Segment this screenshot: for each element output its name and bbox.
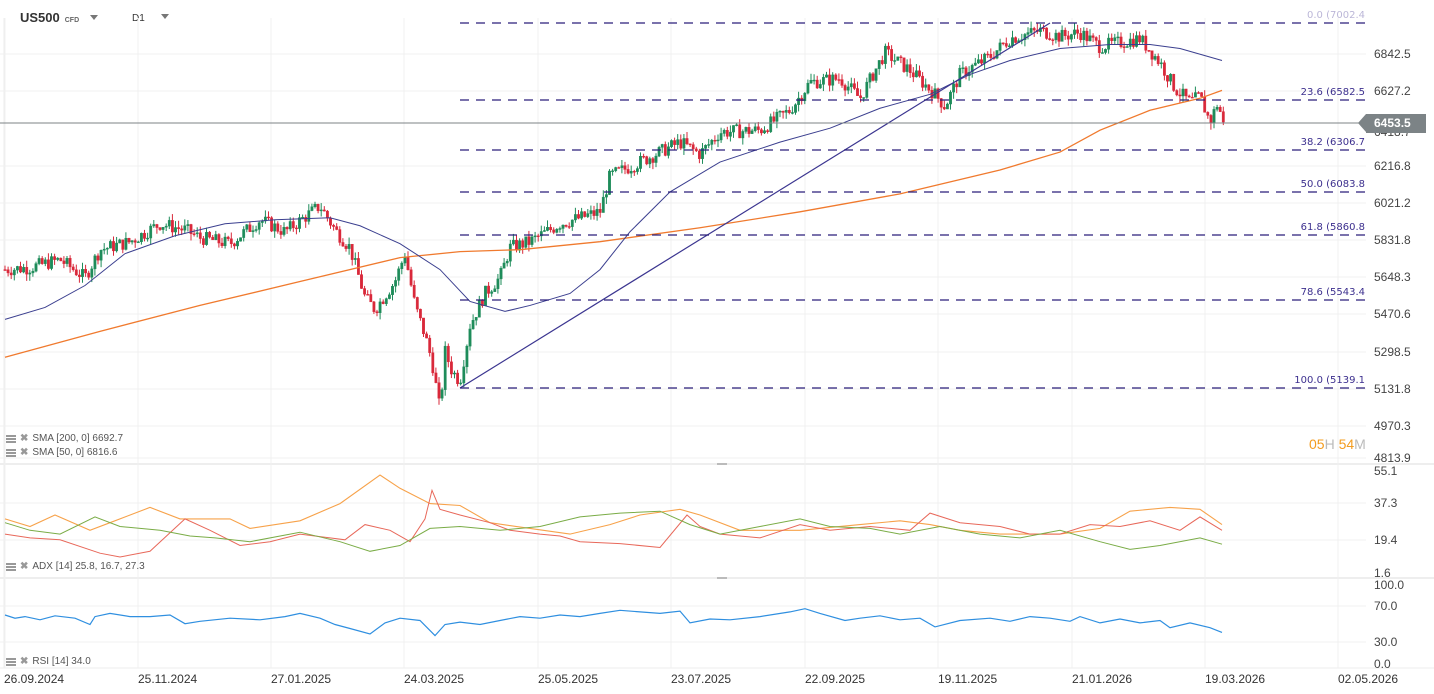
- fib-trendline[interactable]: [459, 22, 1051, 389]
- price-axis-tick: 6842.5: [1374, 47, 1411, 61]
- close-icon[interactable]: ✖: [20, 560, 29, 572]
- price-axis-tick: 5831.8: [1374, 233, 1411, 247]
- rsi-legend: ✖ RSI [14] 34.0: [6, 656, 91, 667]
- candlesticks: [3, 21, 1225, 405]
- price-axis-tick: 6021.2: [1374, 196, 1411, 210]
- adx-legend: ✖ ADX [14] 25.8, 16.7, 27.3: [6, 561, 145, 572]
- adx-legend-label: ADX [14] 25.8, 16.7, 27.3: [32, 561, 145, 572]
- settings-lines-icon[interactable]: [6, 434, 16, 443]
- price-axis-tick: 4970.3: [1374, 419, 1411, 433]
- fib-level-label: 38.2 (6306.7: [1301, 137, 1365, 148]
- adx-axis-tick: 37.3: [1374, 496, 1398, 510]
- adx-line: [4, 474, 1223, 535]
- close-icon[interactable]: ✖: [20, 432, 29, 444]
- rsi-axis-tick: 70.0: [1374, 599, 1398, 613]
- fib-level-label: 61.8 (5860.8: [1301, 222, 1365, 233]
- chevron-down-icon: [90, 15, 99, 20]
- date-axis-tick: 19.03.2026: [1205, 672, 1265, 686]
- price-axis-tick: 6627.2: [1374, 84, 1411, 98]
- di-minus-line: [4, 488, 1223, 558]
- rsi-axis-tick: 100.0: [1374, 578, 1404, 592]
- fib-level-label: 23.6 (6582.5: [1301, 87, 1365, 98]
- adx-axis-tick: 1.6: [1374, 566, 1391, 580]
- date-axis-tick: 27.01.2025: [271, 672, 331, 686]
- price-axis-tick: 5648.3: [1374, 270, 1411, 284]
- candle-countdown: 05H 54M: [1309, 436, 1366, 452]
- date-axis-tick: 21.01.2026: [1072, 672, 1132, 686]
- symbol-type: CFD: [64, 17, 80, 24]
- price-axis-tick: 4813.9: [1374, 451, 1411, 465]
- date-axis-tick: 02.05.2026: [1338, 672, 1398, 686]
- adx-axis-tick: 55.1: [1374, 464, 1398, 478]
- rsi-line: [4, 608, 1223, 637]
- fib-level-label: 100.0 (5139.1: [1294, 375, 1365, 386]
- date-axis-tick: 24.03.2025: [404, 672, 464, 686]
- date-axis-tick: 25.11.2024: [138, 672, 197, 686]
- date-axis-tick: 25.05.2025: [538, 672, 598, 686]
- close-icon[interactable]: ✖: [20, 446, 29, 458]
- price-axis-tick: 6216.8: [1374, 159, 1411, 173]
- date-axis-tick: 23.07.2025: [671, 672, 731, 686]
- rsi-axis-tick: 0.0: [1374, 657, 1391, 671]
- sma200-legend-label: SMA [200, 0] 6692.7: [32, 433, 124, 444]
- di-plus-line: [4, 510, 1223, 552]
- settings-lines-icon[interactable]: [6, 657, 16, 666]
- sma50-line: [4, 44, 1223, 320]
- date-axis-tick: 22.09.2025: [805, 672, 865, 686]
- price-axis-tick: 5470.6: [1374, 307, 1411, 321]
- rsi-axis-tick: 30.0: [1374, 635, 1398, 649]
- settings-lines-icon[interactable]: [6, 448, 16, 457]
- settings-lines-icon[interactable]: [6, 562, 16, 571]
- date-axis-tick: 26.09.2024: [4, 672, 64, 686]
- fib-level-label: 50.0 (6083.8: [1301, 179, 1365, 190]
- symbol-selector[interactable]: US500 CFD: [20, 10, 99, 25]
- fib-level-label: 78.6 (5543.4: [1301, 287, 1365, 298]
- sma200-legend: ✖ SMA [200, 0] 6692.7: [6, 433, 123, 444]
- close-icon[interactable]: ✖: [20, 655, 29, 667]
- sma200-line: [4, 89, 1223, 358]
- price-axis-tick: 5298.5: [1374, 345, 1411, 359]
- sma50-legend-label: SMA [50, 0] 6816.6: [32, 447, 118, 458]
- rsi-legend-label: RSI [14] 34.0: [32, 656, 91, 667]
- symbol-name: US500: [20, 10, 60, 25]
- current-price-badge: 6453.5: [1358, 114, 1426, 133]
- date-axis-tick: 19.11.2025: [938, 672, 997, 686]
- sma50-legend: ✖ SMA [50, 0] 6816.6: [6, 447, 117, 458]
- price-axis-tick: 5131.8: [1374, 382, 1411, 396]
- chevron-down-icon: [160, 14, 169, 19]
- fib-level-label: 0.0 (7002.4: [1307, 10, 1365, 21]
- adx-axis-tick: 19.4: [1374, 533, 1398, 547]
